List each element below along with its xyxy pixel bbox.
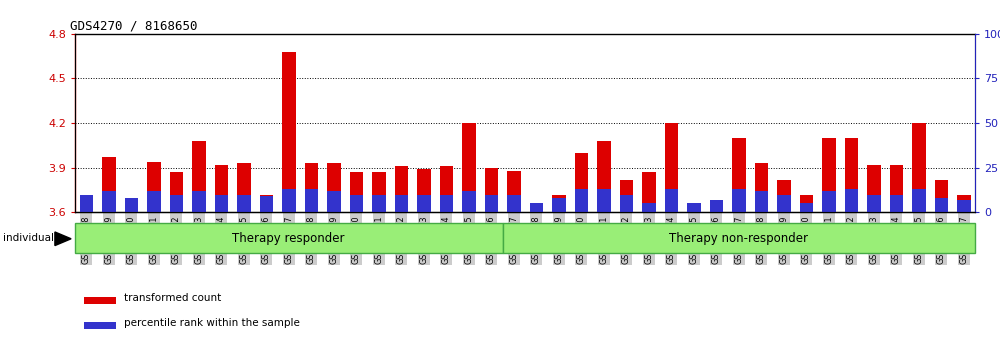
Bar <box>417 194 430 212</box>
Text: Therapy responder: Therapy responder <box>232 232 345 245</box>
Bar <box>282 51 296 212</box>
Bar <box>642 172 656 212</box>
Bar <box>710 200 723 212</box>
Bar <box>845 138 858 212</box>
Bar <box>84 297 116 304</box>
Bar <box>372 172 386 212</box>
Bar <box>732 189 746 212</box>
Text: percentile rank within the sample: percentile rank within the sample <box>124 318 300 328</box>
Bar <box>710 205 723 212</box>
Bar <box>530 208 543 212</box>
Bar <box>102 157 116 212</box>
Bar <box>597 141 610 212</box>
Text: transformed count: transformed count <box>124 293 222 303</box>
Bar <box>507 171 520 212</box>
Bar <box>147 162 160 212</box>
Bar <box>192 191 206 212</box>
Text: individual: individual <box>3 233 54 243</box>
Bar <box>260 196 273 212</box>
Bar <box>935 198 948 212</box>
Bar <box>935 179 948 212</box>
Bar <box>350 194 363 212</box>
Bar <box>237 194 250 212</box>
Bar <box>552 198 566 212</box>
Bar <box>890 194 903 212</box>
Bar <box>327 191 340 212</box>
Bar <box>372 194 386 212</box>
Bar <box>124 198 138 212</box>
Bar <box>800 204 813 212</box>
Bar <box>147 191 160 212</box>
Bar <box>912 189 926 212</box>
Bar <box>394 166 408 212</box>
Bar <box>664 189 678 212</box>
Polygon shape <box>55 232 71 246</box>
Bar <box>687 204 700 212</box>
Bar <box>664 123 678 212</box>
Bar <box>530 204 543 212</box>
Bar <box>304 163 318 212</box>
Bar <box>912 123 926 212</box>
Bar <box>642 204 656 212</box>
Bar <box>484 194 498 212</box>
Bar <box>327 163 340 212</box>
Bar <box>957 194 971 212</box>
Bar <box>192 141 206 212</box>
Bar <box>170 172 183 212</box>
Bar <box>957 200 971 212</box>
Bar <box>282 189 296 212</box>
Bar <box>84 322 116 329</box>
Bar <box>755 163 768 212</box>
Bar <box>732 138 746 212</box>
Bar <box>867 194 881 212</box>
Bar <box>417 169 430 212</box>
Bar <box>507 194 520 212</box>
Bar <box>394 194 408 212</box>
Bar <box>350 172 363 212</box>
Bar <box>170 194 183 212</box>
Bar <box>80 194 93 212</box>
FancyBboxPatch shape <box>503 223 975 253</box>
Bar <box>80 208 93 212</box>
Bar <box>574 189 588 212</box>
Bar <box>440 166 453 212</box>
Bar <box>777 179 790 212</box>
Bar <box>214 194 228 212</box>
Bar <box>597 189 610 212</box>
Text: GDS4270 / 8168650: GDS4270 / 8168650 <box>70 19 198 33</box>
Bar <box>237 163 250 212</box>
FancyBboxPatch shape <box>75 223 503 253</box>
Bar <box>102 191 116 212</box>
Bar <box>867 165 881 212</box>
Bar <box>440 194 453 212</box>
Bar <box>890 165 903 212</box>
Bar <box>124 205 138 212</box>
Bar <box>304 189 318 212</box>
Bar <box>822 191 836 212</box>
Bar <box>214 165 228 212</box>
Bar <box>574 153 588 212</box>
Bar <box>462 191 476 212</box>
Text: Therapy non-responder: Therapy non-responder <box>669 232 808 245</box>
Bar <box>620 179 633 212</box>
Bar <box>687 208 700 212</box>
Bar <box>777 194 790 212</box>
Bar <box>484 168 498 212</box>
Bar <box>755 191 768 212</box>
Bar <box>552 194 566 212</box>
Bar <box>260 194 273 212</box>
Bar <box>822 138 836 212</box>
Bar <box>620 194 633 212</box>
Bar <box>462 123 476 212</box>
Bar <box>800 194 813 212</box>
Bar <box>845 189 858 212</box>
